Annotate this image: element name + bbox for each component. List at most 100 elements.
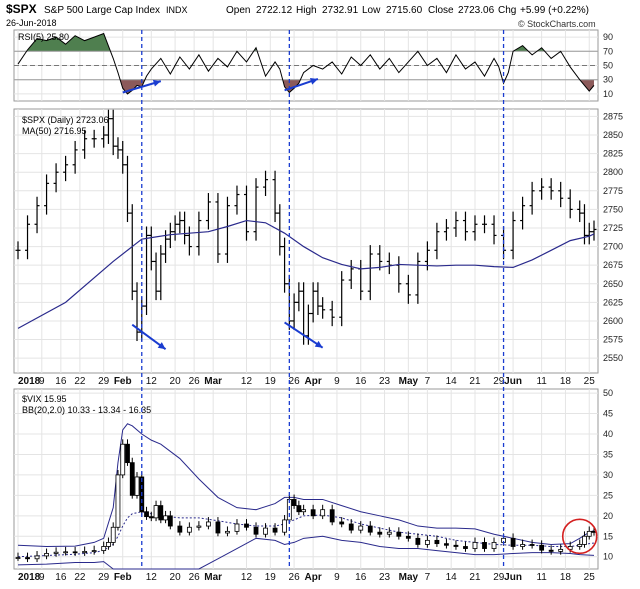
vix-candle [582,531,587,548]
vix-y-axis: 10 15 20 25 30 35 40 45 50 [603,388,613,562]
rsi-legend: RSI(5) 25.80 [18,32,69,42]
rsi-up-arrow-head [309,78,318,85]
x-axis-vix-label: 16 [55,572,67,583]
x-axis-price-label: 16 [55,376,67,387]
price-bar [101,126,107,148]
x-axis-vix-label: 26 [189,572,201,583]
open-label: Open [226,5,250,16]
x-axis-vix-label: Jun [504,572,522,583]
vix-candle [577,539,583,550]
price-bar [63,155,69,182]
price-bar [539,178,545,200]
price-bar [34,196,40,234]
x-axis-price-label: 16 [355,376,367,387]
vix-candle [120,439,126,479]
vix-candle-body [82,551,88,554]
vix-candle-body [377,531,383,535]
vix-candle [163,510,168,524]
vix-y-tick-label: 35 [603,449,613,459]
vix-candle [263,523,268,538]
x-axis-price-label: 18 [560,376,572,387]
vix-candle [134,472,140,499]
vix-candle-body [134,476,140,496]
price-bar [253,178,259,241]
price-bar [205,193,211,230]
price-bar [443,219,449,241]
price-y-tick-label: 2650 [603,279,623,289]
x-axis-price-label: 29 [493,376,505,387]
x-axis-vix-label: 12 [146,572,158,583]
vix-candle-body [472,542,478,549]
vix-candle [463,541,468,552]
x-axis-price-label: 26 [189,376,201,387]
price-bar [367,245,373,301]
vix-y-tick-label: 15 [603,531,613,541]
bollinger-lower [17,535,595,570]
price-bar [491,215,497,245]
vix-candle-body [44,553,49,557]
rsi-overbought-fill [538,47,545,52]
rsi-oversold-fill [120,79,145,94]
price-bar [272,170,278,223]
price-bar [586,222,592,245]
price-bar [282,237,288,293]
vix-candle-body [548,549,554,552]
x-axis-price-label: 12 [241,376,253,387]
exchange-label: INDX [166,5,188,15]
vix-candle-body [167,515,173,527]
price-y-tick-label: 2775 [603,186,623,196]
x-axis-vix-label: 29 [98,572,110,583]
price-bar [577,200,583,223]
vix-candle-body [253,526,259,535]
date-label: 26-Jun-2018 [6,18,57,28]
vix-candle-body [129,462,135,496]
x-axis-vix-label: 29 [493,572,505,583]
price-bar [148,226,154,271]
vix-candle-body [434,539,440,545]
vix-candle-body [282,519,287,533]
price-y-axis: 2550 2575 2600 2625 2650 2675 2700 2725 2750 2775… [603,111,623,363]
price-bar [510,211,516,260]
vix-candle-body [115,474,121,528]
vix-candle-body [491,542,497,549]
vix-candle-body [91,550,97,552]
rsi-y-tick-label: 50 [603,61,613,71]
vix-y-tick-label: 25 [603,490,613,500]
x-axis-price-label: 9 [334,376,340,387]
rsi-reference-lines [14,50,598,81]
vix-y-tick-label: 20 [603,511,613,521]
price-bar [53,163,59,193]
vix-candle-body [110,526,116,543]
vix-candle-body [415,537,421,545]
vix-candle [153,500,159,522]
symbol-title: $SPX [6,2,37,16]
vix-candle [348,519,354,534]
x-axis-price-label: 22 [74,376,86,387]
price-y-tick-label: 2575 [603,335,623,345]
vix-candle-body [34,555,40,560]
close-label: Close [428,5,454,16]
vix-candle [225,526,230,537]
price-bar [196,211,202,256]
price-y-tick-label: 2725 [603,223,623,233]
vix-candle-body [63,551,69,554]
vix-candle [272,523,278,536]
price-bar [377,245,383,271]
low-label: Low [362,5,381,16]
vix-candle-body [444,543,449,546]
rsi-overbought-fill [514,45,528,52]
x-axis-vix-label: 21 [469,572,481,583]
x-axis-vix-label: 16 [355,572,367,583]
rsi-y-tick-label: 10 [603,89,613,99]
vix-candle [310,504,316,520]
vix-candle-body [163,515,168,521]
price-bar [186,226,192,256]
vix-y-tick-label: 40 [603,429,613,439]
vix-candle-body [144,511,149,518]
vix-candle [444,538,449,549]
chg-value: +5.99 (+0.22%) [520,5,589,16]
vix-candle-body [301,509,307,513]
vix-y-tick-label: 10 [603,552,613,562]
vix-candle [125,439,130,466]
vix-candle-body [263,527,268,535]
